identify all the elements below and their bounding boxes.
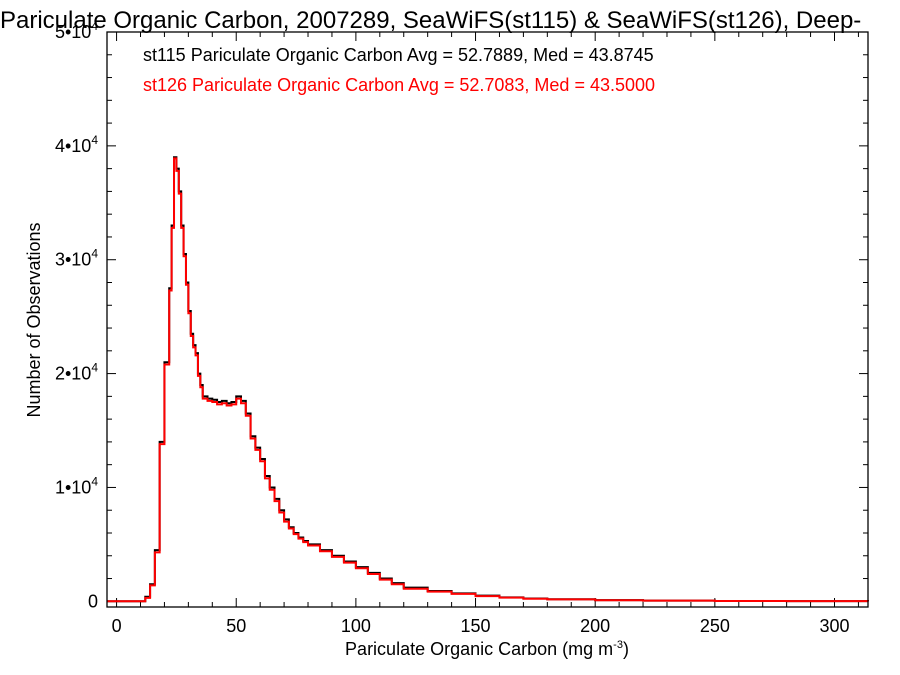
x-axis-label-main: Pariculate Organic Carbon (mg m [345, 639, 613, 659]
x-axis-label: Pariculate Organic Carbon (mg m-3) [345, 639, 629, 659]
chart-title: Pariculate Organic Carbon, 2007289, SeaW… [0, 7, 861, 34]
x-tick-label: 200 [580, 616, 610, 636]
y-tick-label: 2•104 [55, 361, 98, 384]
x-tick-label: 300 [819, 616, 849, 636]
axis-ticks: 0 50 100 150 200 250 30001•1042•1043•1044•1045… [55, 19, 868, 636]
y-tick-label: 3•104 [55, 247, 98, 270]
y-tick-label-exponent: 4 [91, 19, 98, 33]
y-tick-label: 1•104 [55, 474, 98, 497]
x-tick-label: 50 [226, 616, 246, 636]
x-tick-label: 250 [700, 616, 730, 636]
y-axis-label: Number of Observations [24, 222, 44, 417]
y-tick-label: 5•104 [55, 19, 98, 42]
y-tick-label-base: 5•10 [55, 22, 91, 42]
y-tick-label-base: 3•10 [55, 250, 91, 270]
x-tick-label: 100 [341, 616, 371, 636]
data-series [107, 156, 869, 603]
y-tick-label: 0 [88, 591, 98, 611]
legend-annotation-st126: st126 Pariculate Organic Carbon Avg = 52… [143, 75, 655, 95]
y-tick-label-exponent: 4 [91, 247, 98, 261]
x-tick-label: 150 [461, 616, 491, 636]
y-tick-label: 4•104 [55, 133, 98, 156]
series-line-st126 [107, 157, 869, 603]
plot-frame [106, 31, 869, 608]
y-tick-label-exponent: 4 [91, 133, 98, 147]
y-axis-label-group: Number of Observations [24, 222, 44, 417]
x-tick-label: 0 [112, 616, 122, 636]
x-axis-label-superscript: -3 [613, 639, 623, 651]
y-tick-label-exponent: 4 [91, 361, 98, 375]
y-tick-label-base: 0 [88, 591, 98, 611]
y-tick-label-base: 2•10 [55, 364, 91, 384]
y-tick-label-base: 4•10 [55, 136, 91, 156]
series-line-st115 [107, 156, 869, 603]
legend-annotation-st115: st115 Pariculate Organic Carbon Avg = 52… [143, 45, 654, 65]
y-tick-label-exponent: 4 [91, 474, 98, 488]
x-axis-label-close: ) [623, 639, 629, 659]
y-tick-label-base: 1•10 [55, 477, 91, 497]
